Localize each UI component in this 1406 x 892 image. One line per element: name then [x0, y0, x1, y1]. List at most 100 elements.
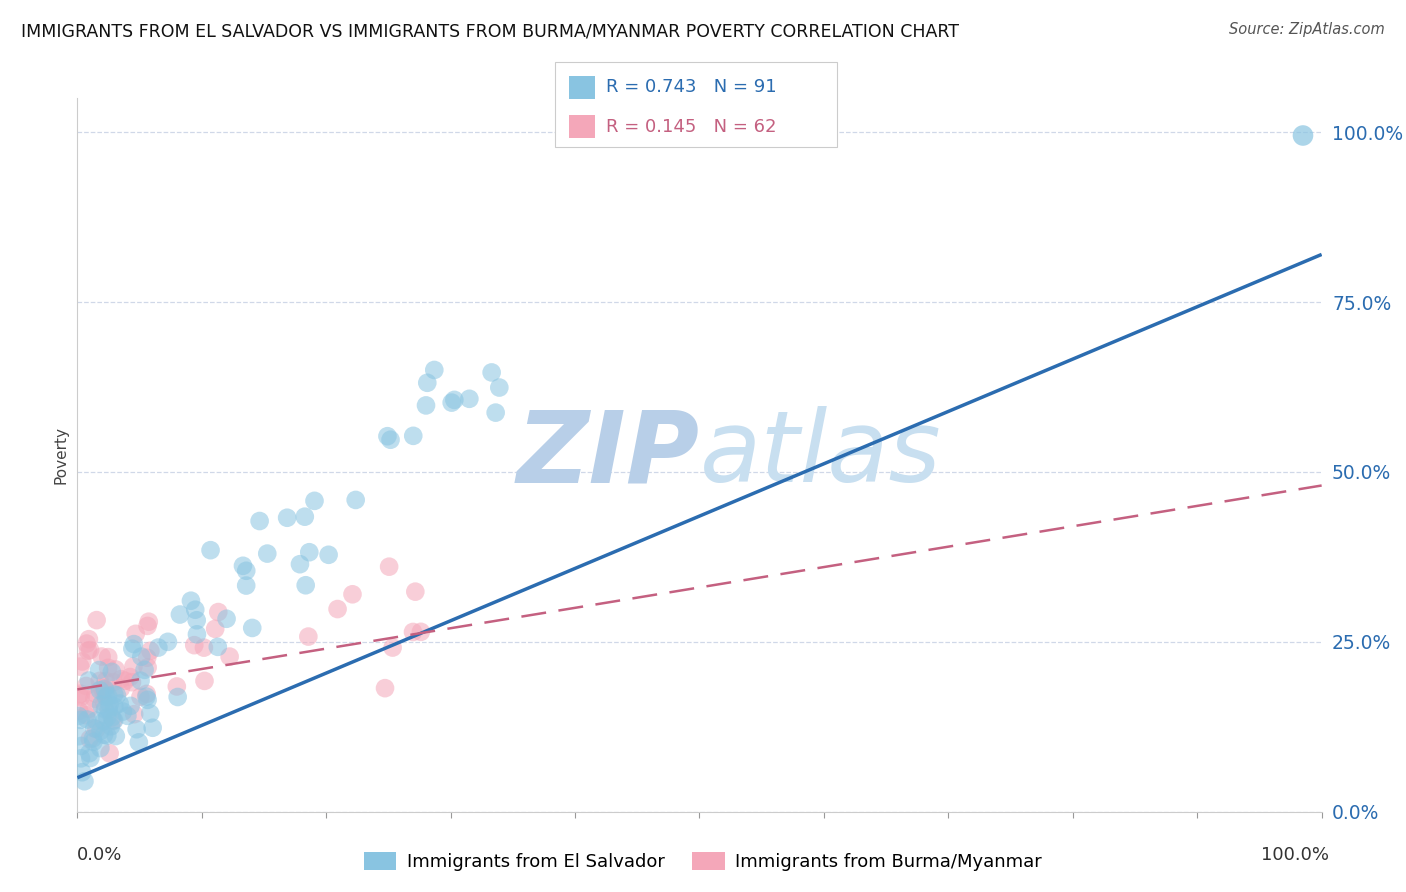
Point	[129, 690, 152, 704]
Point	[298, 545, 321, 559]
Point	[128, 735, 150, 749]
Point	[488, 380, 510, 394]
Point	[70, 655, 93, 669]
Point	[82, 735, 104, 749]
Point	[276, 510, 298, 524]
Point	[94, 702, 117, 716]
Point	[423, 363, 446, 377]
Text: Source: ZipAtlas.com: Source: ZipAtlas.com	[1229, 22, 1385, 37]
Text: IMMIGRANTS FROM EL SALVADOR VS IMMIGRANTS FROM BURMA/MYANMAR POVERTY CORRELATION: IMMIGRANTS FROM EL SALVADOR VS IMMIGRANT…	[21, 22, 959, 40]
Point	[67, 689, 90, 703]
Point	[139, 706, 162, 721]
Point	[69, 687, 91, 701]
Point	[186, 613, 208, 627]
Point	[166, 680, 188, 694]
Point	[169, 607, 191, 622]
Point	[166, 690, 188, 704]
Point	[84, 687, 107, 701]
Point	[374, 681, 396, 695]
Point	[96, 729, 118, 743]
Point	[83, 722, 105, 736]
Point	[200, 543, 222, 558]
Point	[235, 578, 257, 592]
Point	[136, 650, 159, 665]
Point	[76, 636, 98, 650]
Point	[70, 765, 93, 780]
Point	[82, 731, 104, 746]
Text: 100.0%: 100.0%	[1261, 846, 1329, 863]
Point	[142, 721, 165, 735]
Point	[91, 683, 114, 698]
Point	[409, 624, 432, 639]
Point	[342, 587, 364, 601]
Point	[378, 559, 401, 574]
Point	[240, 621, 263, 635]
Point	[70, 751, 93, 765]
Point	[93, 696, 115, 710]
Point	[79, 751, 101, 765]
Point	[67, 704, 90, 718]
Point	[103, 714, 125, 728]
Point	[67, 729, 90, 743]
Point	[79, 732, 101, 747]
Point	[193, 673, 215, 688]
Point	[110, 672, 132, 686]
Point	[129, 673, 152, 688]
Point	[69, 659, 91, 673]
Point	[297, 630, 319, 644]
Point	[117, 709, 139, 723]
Point	[103, 714, 125, 728]
Point	[121, 641, 143, 656]
Point	[416, 376, 439, 390]
Point	[77, 702, 100, 716]
Point	[98, 698, 121, 712]
Point	[207, 640, 229, 654]
Point	[139, 644, 162, 658]
Point	[135, 687, 157, 701]
Point	[156, 635, 179, 649]
Point	[458, 392, 481, 406]
Point	[120, 698, 142, 713]
Point	[97, 650, 120, 665]
Point	[415, 398, 437, 412]
Point	[110, 681, 132, 696]
Point	[77, 673, 100, 688]
Point	[326, 602, 349, 616]
Point	[103, 688, 125, 702]
Point	[101, 710, 124, 724]
Point	[136, 693, 159, 707]
Point	[134, 663, 156, 677]
Point	[135, 690, 157, 704]
Point	[75, 708, 97, 723]
Point	[104, 729, 127, 743]
Point	[89, 723, 111, 738]
Point	[93, 681, 115, 696]
Point	[125, 723, 148, 737]
Point	[218, 649, 240, 664]
Point	[122, 637, 145, 651]
Text: 0.0%: 0.0%	[77, 846, 122, 863]
Point	[103, 675, 125, 690]
Point	[91, 681, 114, 695]
Point	[485, 406, 508, 420]
Point	[111, 705, 134, 719]
Point	[148, 640, 170, 655]
Point	[125, 627, 148, 641]
Point	[97, 703, 120, 717]
Point	[215, 612, 238, 626]
Point	[76, 713, 98, 727]
Point	[380, 433, 402, 447]
Y-axis label: Poverty: Poverty	[53, 425, 69, 484]
Point	[136, 619, 159, 633]
Point	[87, 663, 110, 677]
Point	[120, 670, 142, 684]
Point	[98, 747, 121, 761]
Point	[193, 640, 215, 655]
Point	[90, 698, 112, 712]
Point	[108, 697, 131, 711]
Point	[235, 564, 257, 578]
Point	[377, 429, 399, 443]
Point	[100, 719, 122, 733]
Point	[86, 722, 108, 736]
Point	[101, 665, 124, 679]
